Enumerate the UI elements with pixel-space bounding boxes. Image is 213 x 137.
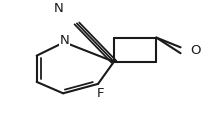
Text: N: N bbox=[59, 34, 69, 47]
Text: F: F bbox=[96, 87, 104, 100]
Text: O: O bbox=[190, 44, 201, 57]
Text: N: N bbox=[54, 2, 64, 15]
